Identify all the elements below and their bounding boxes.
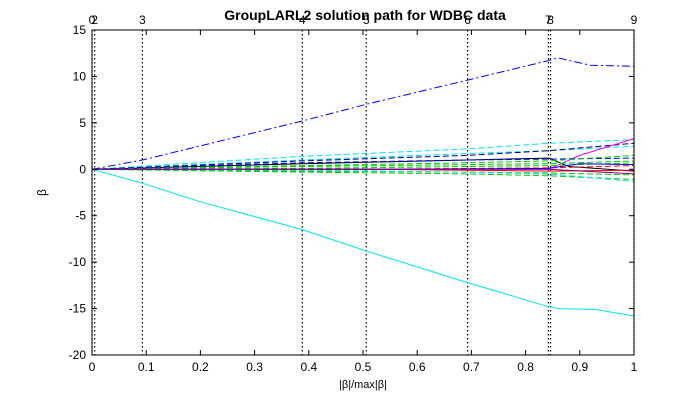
series-line-12 xyxy=(91,168,635,180)
x-axis-label: |β|/max|β| xyxy=(339,379,387,391)
x-tick-label: 0.8 xyxy=(517,360,534,374)
y-tick-label: 5 xyxy=(79,116,86,130)
y-axis-label: β xyxy=(35,189,49,196)
series-line-11 xyxy=(91,168,635,176)
step-marker-label: 4 xyxy=(299,13,306,27)
axis-ticks: 0 0.1 0.2 0.3 0.4 0.5 0.6 0.7 0.8 0.9 1 -20 -15 -10 -5… xyxy=(69,23,638,374)
y-tick-label: -5 xyxy=(75,209,86,223)
series-line-1 xyxy=(91,168,635,317)
y-tick-label: 15 xyxy=(73,23,87,37)
chart-title: GroupLARL2 solution path for WDBC data xyxy=(224,7,506,23)
step-markers: 02 3 4 5 6 78 9 xyxy=(89,13,638,355)
series-line-7 xyxy=(91,157,635,170)
series-line-8 xyxy=(91,154,635,170)
x-tick-label: 0.3 xyxy=(246,360,263,374)
y-tick-label: -20 xyxy=(69,348,87,362)
series-layer xyxy=(91,57,635,317)
x-tick-label: 0.1 xyxy=(138,360,155,374)
step-marker-label: 3 xyxy=(139,13,146,27)
y-tick-label: 10 xyxy=(73,69,87,83)
series-line-9 xyxy=(91,160,635,170)
x-tick-label: 0.7 xyxy=(463,360,480,374)
x-tick-label: 0 xyxy=(89,360,96,374)
y-tick-label: -10 xyxy=(69,255,87,269)
series-line-3 xyxy=(91,145,635,170)
series-line-0 xyxy=(91,57,635,170)
x-tick-label: 0.5 xyxy=(355,360,372,374)
x-tick-label: 0.4 xyxy=(300,360,317,374)
y-tick-label: -15 xyxy=(69,302,87,316)
step-marker-label: 6 xyxy=(464,13,471,27)
series-line-2 xyxy=(91,139,635,170)
x-tick-label: 0.6 xyxy=(409,360,426,374)
step-marker-label: 5 xyxy=(363,13,370,27)
step-marker-label: 0 xyxy=(89,13,96,27)
series-line-4 xyxy=(91,142,635,170)
series-line-17 xyxy=(92,168,635,175)
step-marker-label: 7 xyxy=(545,13,552,27)
plot-frame xyxy=(91,29,635,356)
step-marker-label: 2 xyxy=(91,13,98,27)
step-marker-label: 8 xyxy=(547,13,554,27)
y-tick-label: 0 xyxy=(79,162,86,176)
x-tick-label: 0.9 xyxy=(571,360,588,374)
step-marker-label: 9 xyxy=(631,13,638,27)
x-tick-label: 1 xyxy=(631,360,638,374)
series-line-10 xyxy=(91,162,635,170)
x-tick-label: 0.2 xyxy=(192,360,209,374)
series-line-15 xyxy=(91,168,635,182)
